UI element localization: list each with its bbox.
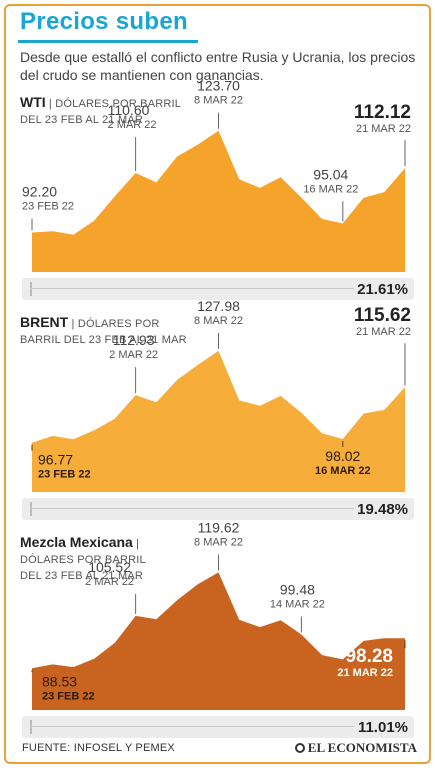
brent-bar-line [30, 508, 354, 509]
brent-annotation-value: 127.98 [197, 298, 240, 314]
brent-bar-tick [30, 502, 32, 516]
brand-name: EL ECONOMISTA [307, 740, 417, 755]
mezcla-unit: | [136, 538, 140, 550]
title-underline [18, 40, 198, 43]
mezcla-annotation-date: 2 MAR 22 [85, 576, 134, 588]
brent-header: BRENT | DÓLARES POR BARRIL DEL 23 FEB AL… [20, 314, 187, 348]
mezcla-annotation-value: 105.52 [88, 559, 131, 575]
mezcla-change-pct: 11.01% [357, 719, 408, 736]
wti-annotation-value: 95.04 [313, 166, 348, 182]
mezcla-period: DEL 23 FEB AL 21 MAR [20, 570, 144, 582]
brent-change-pct: 19.48% [357, 501, 408, 518]
wti-name: WTI [20, 94, 46, 110]
wti-header: WTI | DÓLARES POR BARRIL DEL 23 FEB AL 2… [20, 94, 181, 128]
wti-annotation-value: 112.12 [354, 102, 411, 123]
mezcla-unit-line: DÓLARES POR BARRIL [20, 554, 146, 566]
brent-period: BARRIL DEL 23 FEB AL 21 MAR [20, 334, 187, 346]
mezcla-change-bar: 11.01% [22, 716, 414, 738]
mezcla-annotation-date: 8 MAR 22 [194, 536, 243, 548]
mezcla-header: Mezcla Mexicana | DÓLARES POR BARRIL DEL… [20, 534, 146, 584]
brent-name: BRENT [20, 314, 69, 330]
page-subtitle: Desde que estalló el conflicto entre Rus… [20, 49, 416, 83]
wti-change-pct: 21.61% [357, 281, 408, 298]
brent-unit: | DÓLARES POR [71, 318, 160, 330]
mezcla-annotation-value: 98.28 [345, 646, 393, 667]
mezcla-area [32, 572, 405, 710]
brent-annotation-date: 16 MAR 22 [315, 465, 371, 477]
wti-annotation-date: 8 MAR 22 [194, 95, 243, 107]
wti-annotation-value: 110.60 [108, 102, 150, 118]
mezcla-bar-tick [30, 720, 32, 734]
mezcla-annotation-value: 99.48 [280, 582, 315, 598]
wti-period: DEL 23 FEB AL 21 MAR [20, 114, 144, 126]
wti-unit: | DÓLARES POR BARRIL [48, 98, 182, 110]
wti-bar-tick [30, 282, 32, 296]
wti-annotation-date: 16 MAR 22 [303, 183, 358, 195]
mezcla-annotation-date: 21 MAR 22 [337, 667, 393, 679]
brent-annotation-value: 115.62 [354, 305, 411, 326]
brent-annotation-value: 98.02 [325, 448, 360, 464]
page-title: Precios suben [20, 8, 188, 35]
brent-area [32, 350, 405, 492]
wti-change-bar: 21.61% [22, 278, 414, 300]
mezcla-bar-line [30, 726, 354, 727]
mezcla-annotation-date: 23 FEB 22 [42, 690, 95, 702]
wti-annotation-value: 92.20 [22, 184, 57, 200]
brent-annotation-date: 2 MAR 22 [109, 349, 158, 361]
brent-annotation-date: 8 MAR 22 [194, 315, 243, 327]
mezcla-annotation-value: 119.62 [198, 519, 240, 535]
wti-bar-line [30, 288, 354, 289]
brent-annotation-date: 23 FEB 22 [38, 469, 91, 481]
wti-area [32, 130, 405, 272]
wti-annotation-date: 21 MAR 22 [356, 123, 411, 135]
wti-annotation-date: 2 MAR 22 [108, 119, 157, 131]
brent-annotation-value: 96.77 [38, 452, 73, 468]
mezcla-name: Mezcla Mexicana [20, 534, 133, 550]
brent-annotation-value: 112.93 [113, 332, 155, 348]
brand-logo: EL ECONOMISTA [294, 740, 417, 756]
mezcla-annotation-value: 88.53 [42, 673, 77, 689]
wti-annotation-date: 23 FEB 22 [22, 201, 74, 213]
mezcla-annotation-date: 14 MAR 22 [270, 599, 325, 611]
wti-annotation-value: 123.70 [197, 78, 240, 94]
brand-mark-icon [294, 743, 305, 753]
brent-annotation-date: 21 MAR 22 [356, 326, 411, 338]
brent-change-bar: 19.48% [22, 498, 414, 520]
source-footer: FUENTE: INFOSEL Y PEMEX [22, 742, 175, 754]
